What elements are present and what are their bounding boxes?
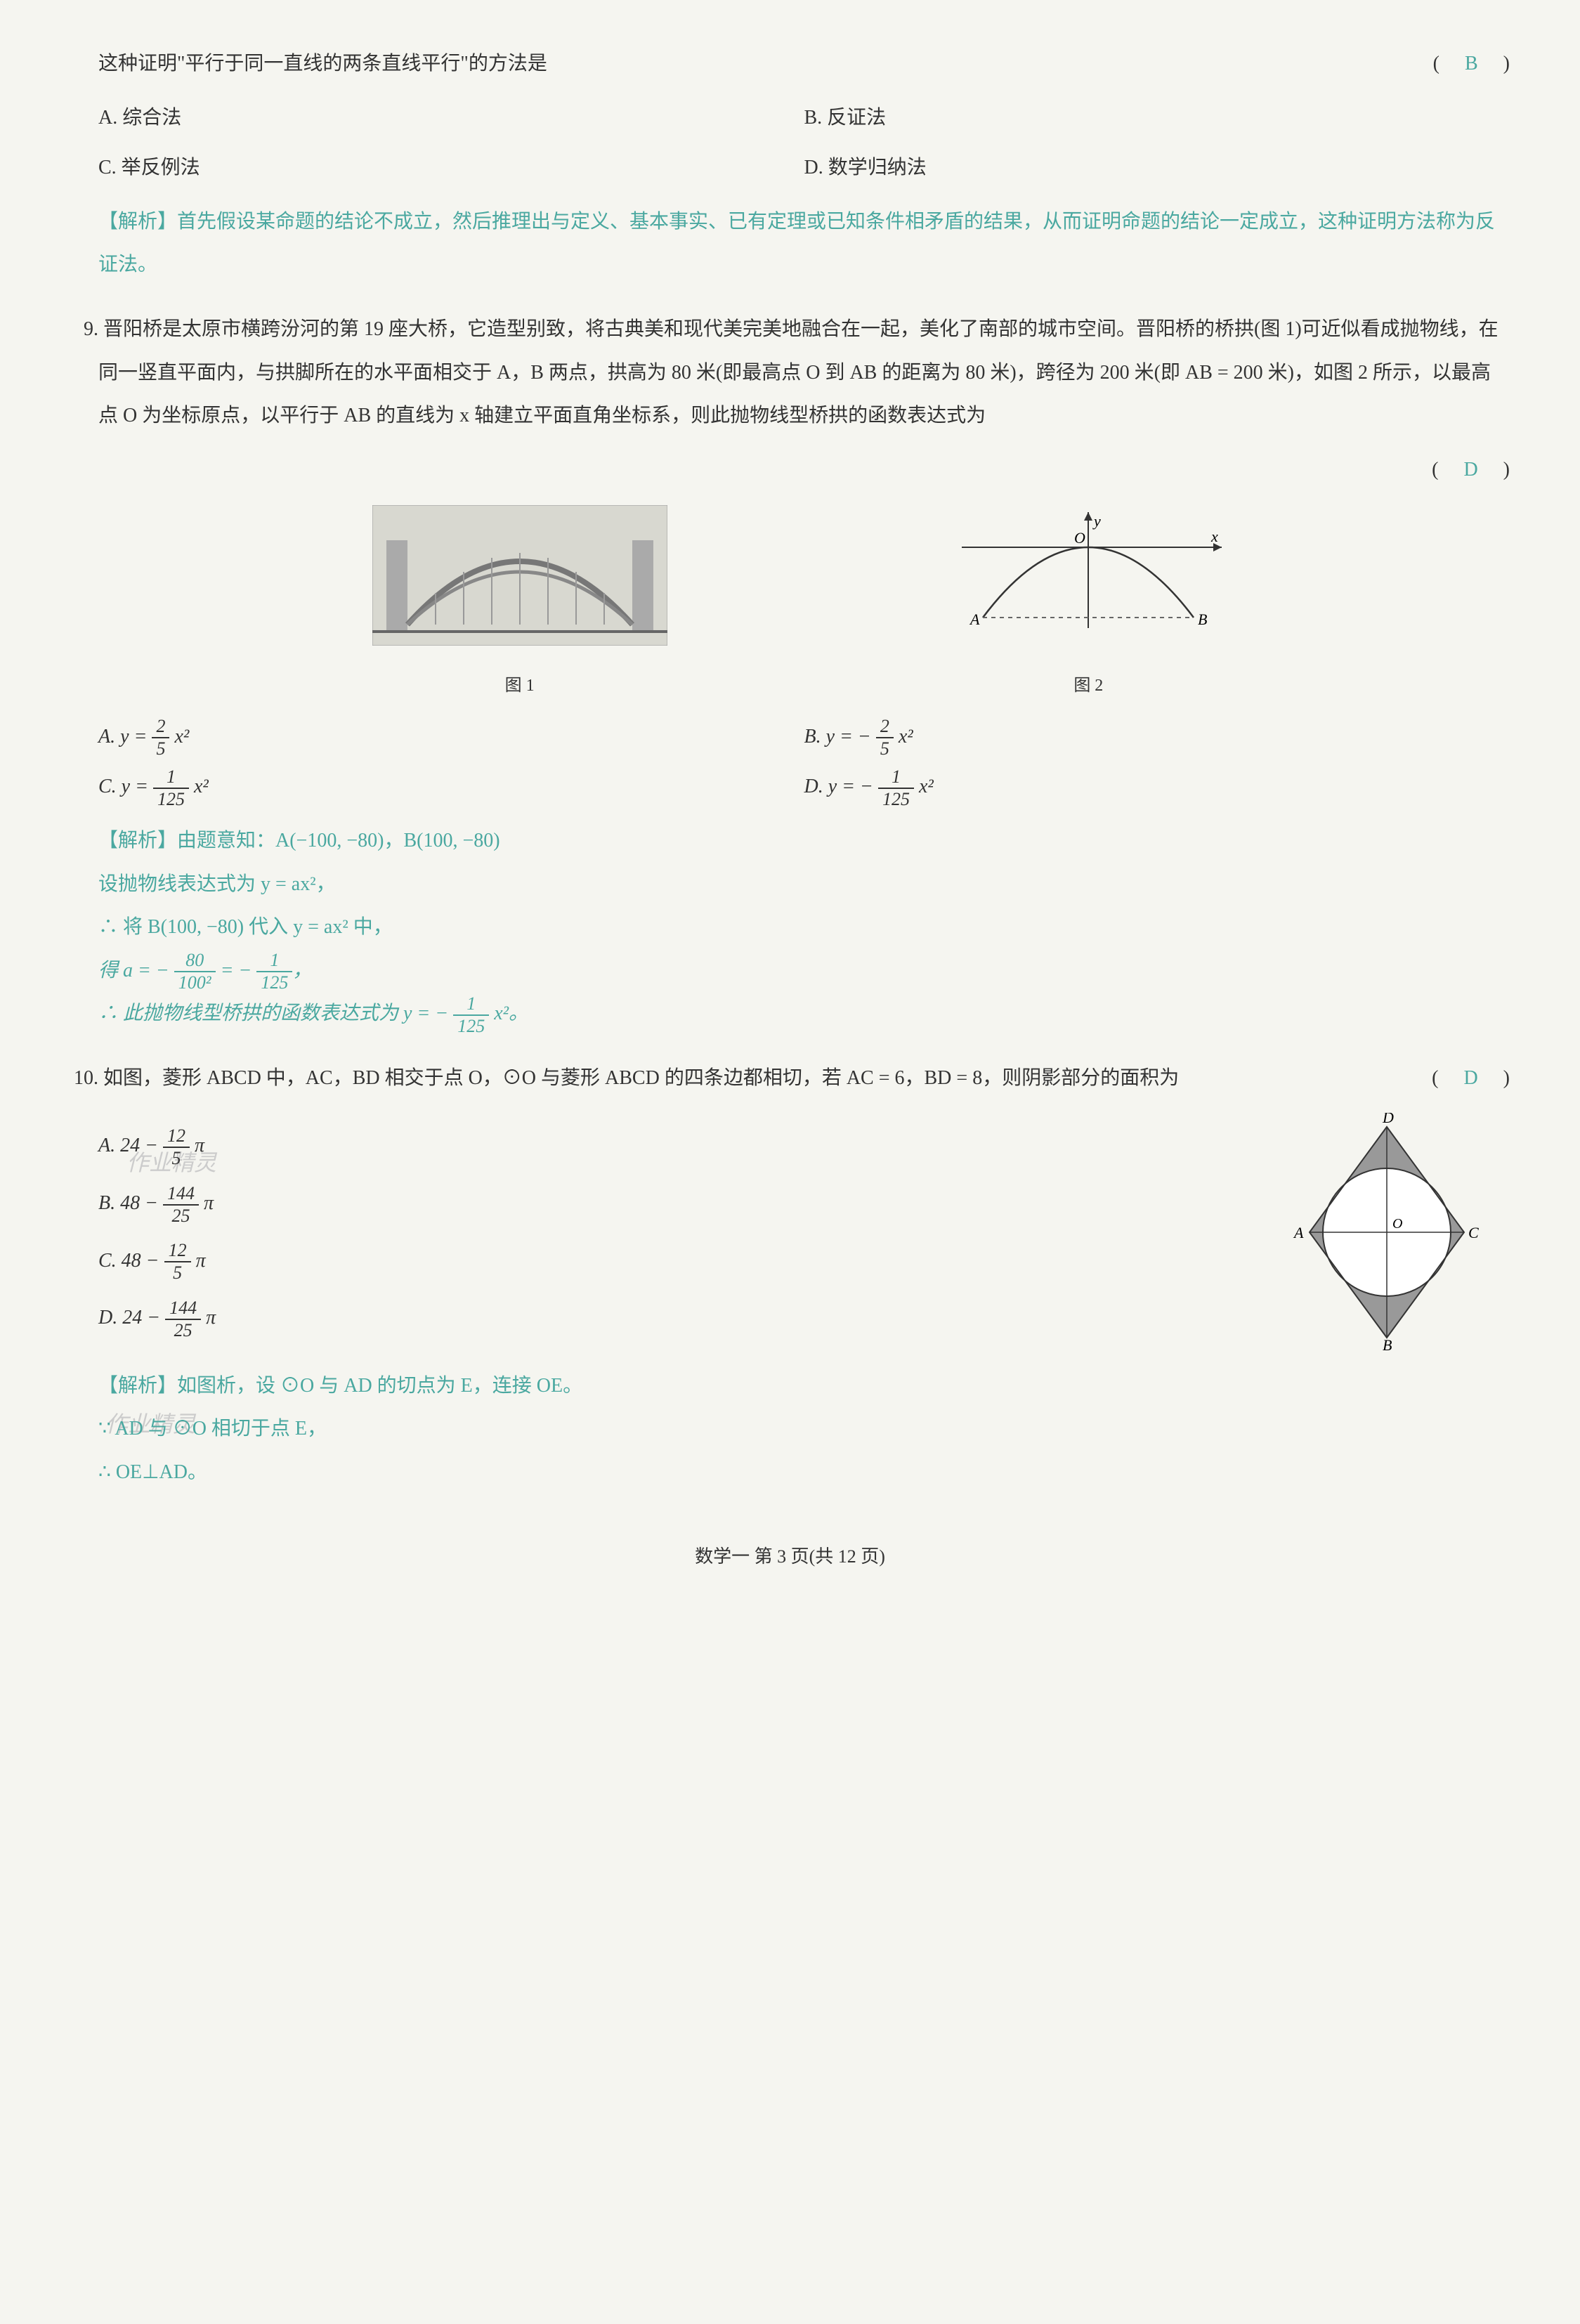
q10-option-b: B. 48 − 14425 π <box>98 1182 1264 1225</box>
q10-answer-paren: ( D ) <box>1432 1057 1510 1100</box>
q8-answer-paren: ( B ) <box>1433 42 1510 86</box>
q9-option-a: A. y = 25 x² <box>98 715 804 759</box>
q8-stem-text: 这种证明"平行于同一直线的两条直线平行"的方法是 <box>98 53 547 74</box>
q10-answer: D <box>1458 1067 1483 1089</box>
q8-block: 这种证明"平行于同一直线的两条直线平行"的方法是 ( B ) A. 综合法 B.… <box>70 42 1510 287</box>
q9-explain-l3: ∴ 将 B(100, −80) 代入 y = ax² 中， <box>98 906 1510 949</box>
q9-explain-l4: 得 a = − 80100² = − 1125， <box>98 949 1510 993</box>
q9-fig2-caption: 图 2 <box>941 667 1236 705</box>
fig10-b: B <box>1383 1336 1392 1352</box>
q9-fig1-caption: 图 1 <box>372 667 667 705</box>
fig2-label-a: A <box>969 611 980 628</box>
q9-answer-line: ( D ) <box>98 448 1510 492</box>
q10-option-c: C. 48 − 125 π <box>98 1239 1264 1283</box>
q9-answer: D <box>1458 459 1483 481</box>
fig2-label-o: O <box>1074 529 1085 547</box>
fig2-label-b: B <box>1198 611 1207 628</box>
q10-number: 10. <box>70 1057 98 1100</box>
q8-explain-label: 【解析】 <box>98 211 177 233</box>
q9-explain-l1: 由题意知：A(−100, −80)，B(100, −80) <box>177 830 500 851</box>
q9-options-row2: C. y = 1125 x² D. y = − 1125 x² <box>98 765 1510 809</box>
q10-option-a: A. 24 − 125 π <box>98 1124 1264 1168</box>
q9-explain-l2: 设抛物线表达式为 y = ax²， <box>98 863 1510 906</box>
bridge-photo-icon <box>372 505 667 646</box>
q8-explain-text: 首先假设某命题的结论不成立，然后推理出与定义、基本事实、已有定理或已知条件相矛盾… <box>98 211 1495 276</box>
q8-answer: B <box>1459 53 1484 74</box>
q9-block: 9. 晋阳桥是太原市横跨汾河的第 19 座大桥，它造型别致，将古典美和现代美完美… <box>70 308 1510 1036</box>
q8-options-row1: A. 综合法 B. 反证法 <box>98 96 1510 140</box>
q10-explain-l2: ∵ AD 与 ⊙O 相切于点 E， <box>98 1407 1510 1451</box>
q10-block: 10. 如图，菱形 ABCD 中，AC，BD 相交于点 O，⊙O 与菱形 ABC… <box>70 1057 1510 1494</box>
q8-options-row2: C. 举反例法 D. 数学归纳法 <box>98 146 1510 190</box>
q10-stem-text: 如图，菱形 ABCD 中，AC，BD 相交于点 O，⊙O 与菱形 ABCD 的四… <box>103 1067 1179 1089</box>
q10-options: 作业精灵 A. 24 − 125 π B. 48 − 14425 π C. 48… <box>98 1110 1264 1353</box>
q10-option-d: D. 24 − 14425 π <box>98 1296 1264 1340</box>
q9-fig1: 图 1 <box>372 505 667 704</box>
q9-fig2: y x O A B 图 2 <box>941 505 1236 704</box>
fig10-o: O <box>1392 1216 1402 1232</box>
q8-option-d: D. 数学归纳法 <box>804 146 1510 190</box>
fig10-d: D <box>1382 1113 1394 1126</box>
q9-stem-text: 晋阳桥是太原市横跨汾河的第 19 座大桥，它造型别致，将古典美和现代美完美地融合… <box>98 318 1499 426</box>
q10-explain-l1: 如图析，设 ⊙O 与 AD 的切点为 E，连接 OE。 <box>177 1375 582 1397</box>
q10-figure: D A C B O <box>1264 1110 1510 1353</box>
fig2-label-y: y <box>1092 512 1101 530</box>
q9-option-d: D. y = − 1125 x² <box>804 765 1510 809</box>
parabola-diagram: y x O A B <box>941 505 1236 646</box>
q8-stem: 这种证明"平行于同一直线的两条直线平行"的方法是 ( B ) <box>98 42 1510 86</box>
rhombus-circle-diagram: D A C B O <box>1288 1113 1485 1352</box>
q9-explain-l5: ∴ 此抛物线型桥拱的函数表达式为 y = − 1125 x²。 <box>98 992 1510 1036</box>
q9-explain: 【解析】由题意知：A(−100, −80)，B(100, −80) 设抛物线表达… <box>98 819 1510 1036</box>
fig10-c: C <box>1468 1224 1479 1241</box>
q9-answer-paren: ( D ) <box>1432 448 1510 492</box>
q10-explain: 作业精灵 【解析】如图析，设 ⊙O 与 AD 的切点为 E，连接 OE。 ∵ A… <box>98 1364 1510 1494</box>
page-footer: 数学一 第 3 页(共 12 页) <box>70 1536 1510 1576</box>
q9-option-b: B. y = − 25 x² <box>804 715 1510 759</box>
fig10-a: A <box>1293 1224 1304 1241</box>
q9-explain-label: 【解析】 <box>98 830 177 851</box>
q10-stem: 10. 如图，菱形 ABCD 中，AC，BD 相交于点 O，⊙O 与菱形 ABC… <box>98 1057 1510 1100</box>
q10-explain-label: 【解析】 <box>98 1375 177 1397</box>
q10-explain-l3: ∴ OE⊥AD。 <box>98 1451 1510 1494</box>
q9-number: 9. <box>70 308 98 351</box>
q9-stem: 9. 晋阳桥是太原市横跨汾河的第 19 座大桥，它造型别致，将古典美和现代美完美… <box>98 308 1510 438</box>
q9-figures: 图 1 y x O A B 图 2 <box>98 505 1510 704</box>
q8-option-a: A. 综合法 <box>98 96 804 140</box>
q10-content-row: 作业精灵 A. 24 − 125 π B. 48 − 14425 π C. 48… <box>98 1110 1510 1353</box>
q8-explain: 【解析】首先假设某命题的结论不成立，然后推理出与定义、基本事实、已有定理或已知条… <box>98 200 1510 287</box>
q9-option-c: C. y = 1125 x² <box>98 765 804 809</box>
fig2-label-x: x <box>1210 528 1218 545</box>
q8-option-b: B. 反证法 <box>804 96 1510 140</box>
q8-option-c: C. 举反例法 <box>98 146 804 190</box>
q9-options-row1: A. y = 25 x² B. y = − 25 x² <box>98 715 1510 759</box>
